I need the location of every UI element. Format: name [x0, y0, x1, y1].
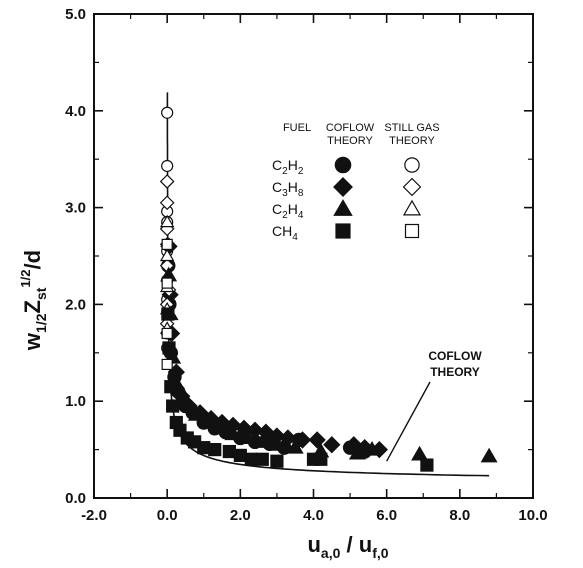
still-gas-circle-point — [161, 106, 174, 119]
coflow-square-point — [420, 458, 434, 472]
legend-still-gas-circle-marker — [404, 157, 420, 173]
legend-header-still-1: STILL GAS — [384, 122, 439, 134]
coflow-theory-annotation: COFLOW THEORY — [386, 349, 482, 462]
coflow-square-point — [233, 448, 247, 463]
legend-fuel-label: CH4 — [272, 223, 298, 243]
x-title-sub2: f,0 — [372, 545, 389, 561]
still-gas-square-point — [161, 277, 173, 289]
data-points-layer — [159, 106, 498, 472]
legend-header-fuel: FUEL — [283, 122, 311, 134]
axis-ticks — [93, 13, 534, 499]
y-tick-label: 1.0 — [65, 393, 86, 410]
x-title-u2: u — [359, 532, 372, 557]
x-tick-label: 6.0 — [376, 507, 397, 524]
coflow-square-point — [255, 452, 269, 466]
x-title-u1: u — [307, 532, 320, 557]
legend-still-gas-square-marker — [404, 223, 420, 239]
legend-fuel-label: C3H8 — [272, 179, 304, 199]
legend-coflow-square-marker — [335, 223, 351, 239]
annotation-line-2: THEORY — [430, 365, 480, 379]
tick-labels: -2.0 0.0 2.0 4.0 6.0 8.0 10.00.01.02.03.04.05.… — [65, 6, 547, 524]
coflow-triangle-point — [209, 419, 227, 435]
x-title-sub1: a,0 — [321, 545, 341, 561]
y-title-tail: /d — [20, 250, 45, 270]
x-tick-label: 4.0 — [303, 507, 324, 524]
y-title-w-sub: 1/2 — [33, 313, 49, 333]
x-tick-label: 0.0 — [157, 507, 178, 524]
legend-fuel-label: C2H4 — [272, 201, 304, 221]
coflow-diamond-point — [323, 436, 341, 454]
coflow-diamond-point — [246, 421, 264, 439]
legend-coflow-diamond-marker — [333, 177, 353, 197]
coflow-triangle-point — [363, 440, 381, 456]
x-title-sep: / — [340, 532, 358, 557]
coflow-diamond-point — [279, 429, 297, 447]
coflow-triangle-point — [198, 413, 216, 429]
legend-still-gas-diamond-marker — [402, 177, 422, 197]
coflow-triangle-point — [268, 436, 286, 451]
y-tick-label: 4.0 — [65, 103, 86, 120]
coflow-triangle-point — [239, 429, 257, 444]
y-tick-label: 0.0 — [65, 490, 86, 507]
still-gas-square-point — [161, 238, 173, 250]
still-gas-triangle-point — [159, 248, 175, 262]
annotation-line-1: COFLOW — [428, 349, 482, 363]
coflow-diamond-point — [293, 431, 312, 449]
coflow-triangle-point — [348, 444, 366, 460]
coflow-square-point — [161, 307, 175, 321]
y-axis-title: w1/2Zst1/2/d — [18, 250, 49, 351]
still-gas-triangle-point — [159, 214, 175, 228]
legend-fuel-label: C2H2 — [272, 157, 304, 177]
coflow-triangle-point — [176, 394, 194, 410]
y-tick-label: 3.0 — [65, 200, 86, 217]
y-tick-label: 5.0 — [65, 6, 86, 23]
legend: FUEL COFLOW THEORY STILL GAS THEORY C2H2… — [272, 122, 440, 243]
coflow-square-point — [270, 454, 284, 468]
coflow-square-point — [162, 341, 176, 355]
legend-coflow-triangle-marker — [333, 199, 353, 216]
coflow-square-point — [244, 452, 258, 466]
plot-frame — [93, 13, 534, 499]
y-tick-label: 2.0 — [65, 296, 86, 313]
coflow-square-point — [197, 441, 211, 455]
coflow-triangle-point — [187, 406, 205, 421]
coflow-diamond-point — [308, 431, 326, 449]
coflow-triangle-point — [224, 425, 242, 441]
x-axis-title: ua,0 / uf,0 — [307, 532, 388, 561]
y-title-z: Z — [20, 300, 45, 313]
x-tick-label: 2.0 — [230, 507, 251, 524]
x-tick-label: 8.0 — [449, 507, 470, 524]
annotation-leader-line — [386, 381, 431, 462]
legend-header-coflow-1: COFLOW — [326, 122, 375, 134]
legend-header-still-2: THEORY — [389, 135, 435, 147]
coflow-triangle-point — [253, 433, 271, 448]
coflow-triangle-point — [411, 445, 429, 461]
still-gas-diamond-point — [159, 174, 175, 189]
legend-header-coflow-2: THEORY — [327, 135, 373, 147]
still-gas-square-point — [161, 358, 173, 371]
legend-coflow-circle-marker — [334, 156, 352, 174]
x-tick-label: -2.0 — [81, 507, 107, 524]
x-tick-label: 10.0 — [518, 507, 547, 524]
legend-still-gas-triangle-marker — [402, 199, 422, 216]
coflow-triangle-point — [480, 447, 498, 463]
coflow-square-point — [222, 444, 236, 459]
coflow-square-point — [164, 380, 178, 394]
y-title-w: w — [20, 332, 45, 351]
coflow-square-point — [208, 443, 222, 457]
still-gas-square-point — [161, 327, 173, 340]
coflow-square-point — [166, 399, 180, 413]
coflow-triangle-point — [286, 439, 304, 454]
y-title-z-sub: st — [33, 287, 49, 300]
plot-area — [93, 13, 534, 499]
coflow-square-point — [314, 452, 328, 466]
still-gas-diamond-point — [159, 195, 175, 211]
still-gas-circle-point — [161, 159, 174, 173]
y-title-z-sup: 1/2 — [18, 269, 33, 287]
